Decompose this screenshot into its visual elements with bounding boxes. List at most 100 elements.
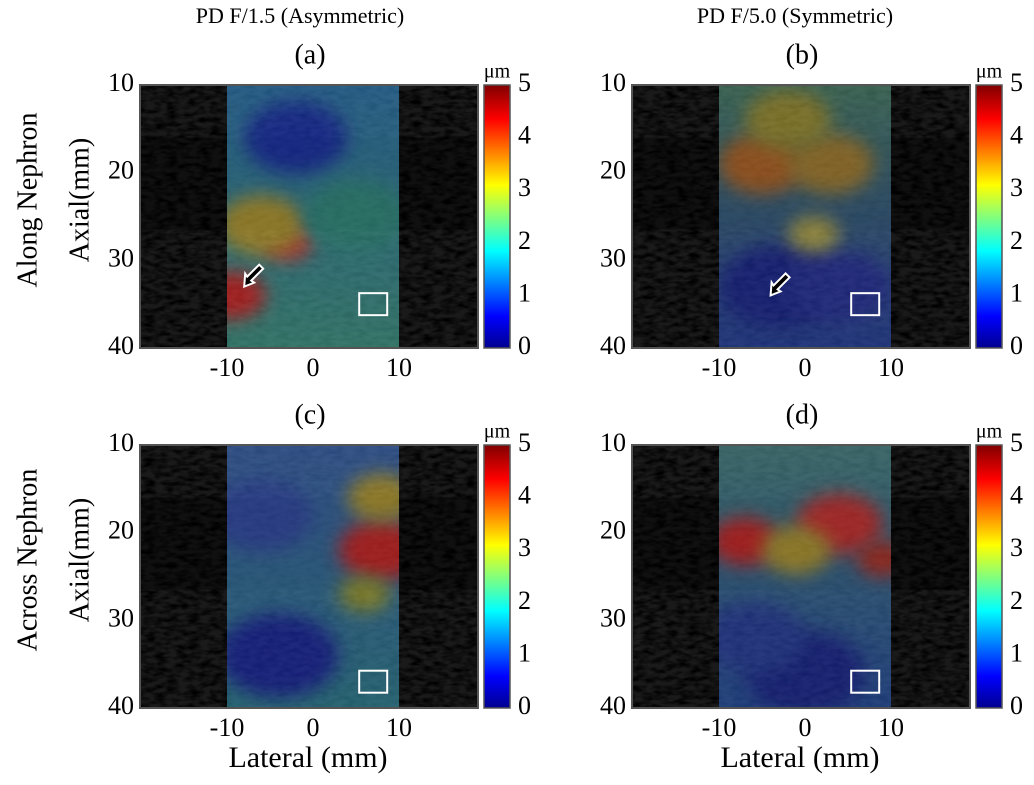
overlay-spot xyxy=(227,195,305,256)
panel: (d) 10 20 30 40 -10 0 10 μm 0 1 2 3 4 5 xyxy=(600,399,1023,742)
roi-box xyxy=(850,669,881,694)
overlay-spot xyxy=(856,540,891,578)
colorbar-tick-label: 3 xyxy=(518,173,531,202)
colorbar-tick-label: 0 xyxy=(1010,691,1023,720)
arrow xyxy=(243,263,265,289)
y-tick-label: 30 xyxy=(108,243,134,272)
overlay-spot xyxy=(787,250,891,323)
colorbar-tick-label: 0 xyxy=(518,691,531,720)
x-tick-label: -10 xyxy=(702,713,737,742)
y-tick-label: 10 xyxy=(600,428,626,457)
colorbar-tick-label: 3 xyxy=(1010,173,1023,202)
panel-label: (b) xyxy=(786,39,819,70)
overlay-spot xyxy=(719,601,805,674)
overlay-spot xyxy=(227,613,339,698)
x-axis-label: Lateral (mm) xyxy=(720,741,879,774)
panel-label: (c) xyxy=(294,399,325,430)
overlay-spot xyxy=(304,180,399,253)
colorbar xyxy=(975,84,1003,349)
y-tick-label: 30 xyxy=(600,243,626,272)
y-tick-label: 10 xyxy=(600,68,626,97)
colorbar-tick-label: 3 xyxy=(1010,533,1023,562)
y-axis-label: Axial(mm) xyxy=(64,138,95,262)
colorbar-unit: μm xyxy=(976,61,1003,83)
ultrasound-image xyxy=(632,445,970,708)
x-tick-label: 0 xyxy=(799,713,812,742)
row-label: Across Nephron xyxy=(12,469,43,652)
displacement-overlay xyxy=(227,85,399,348)
y-tick-label: 40 xyxy=(600,691,626,720)
overlay-spot xyxy=(338,575,391,613)
row-label: Along Nephron xyxy=(12,113,43,288)
column-title: PD F/5.0 (Symmetric) xyxy=(697,3,893,28)
colorbar-unit: μm xyxy=(976,421,1003,443)
x-tick-label: -10 xyxy=(702,353,737,382)
y-tick-label: 20 xyxy=(108,516,134,545)
colorbar-tick-label: 1 xyxy=(1010,638,1023,667)
x-tick-label: 10 xyxy=(386,353,412,382)
y-tick-label: 30 xyxy=(108,603,134,632)
overlay-spot xyxy=(787,133,874,194)
colorbar-tick-label: 3 xyxy=(518,533,531,562)
roi-box xyxy=(358,292,389,317)
ultrasound-image xyxy=(632,85,970,348)
y-tick-label: 20 xyxy=(108,156,134,185)
overlay-spot xyxy=(227,271,266,320)
panel: (a) 10 20 30 40 -10 0 10 μm 0 1 2 3 4 5 xyxy=(108,39,531,382)
y-tick-label: 20 xyxy=(600,516,626,545)
displacement-overlay xyxy=(719,85,891,348)
colorbar-tick-label: 2 xyxy=(1010,586,1023,615)
panel: (b) 10 20 30 40 -10 0 10 μm 0 1 2 3 4 5 xyxy=(600,39,1023,382)
x-tick-label: 0 xyxy=(799,353,812,382)
x-tick-label: -10 xyxy=(210,713,245,742)
overlay-spot xyxy=(338,520,399,581)
displacement-overlay xyxy=(719,445,891,708)
y-tick-label: 30 xyxy=(600,603,626,632)
ultrasound-image xyxy=(140,85,478,348)
colorbar-tick-label: 1 xyxy=(1010,278,1023,307)
overlay-spot xyxy=(347,473,399,522)
colorbar-tick-label: 1 xyxy=(518,278,531,307)
displacement-overlay xyxy=(227,445,399,708)
y-axis-label: Axial(mm) xyxy=(64,498,95,622)
y-tick-label: 10 xyxy=(108,68,134,97)
y-tick-label: 20 xyxy=(600,156,626,185)
panel-label: (a) xyxy=(294,39,325,70)
roi-box xyxy=(850,292,881,317)
arrow xyxy=(769,271,792,297)
colorbar-tick-label: 0 xyxy=(1010,331,1023,360)
colorbar-tick-label: 2 xyxy=(518,586,531,615)
y-tick-label: 10 xyxy=(108,428,134,457)
roi-box xyxy=(358,669,389,694)
colorbar xyxy=(483,84,511,349)
colorbar-tick-label: 5 xyxy=(1010,68,1023,97)
colorbar xyxy=(975,444,1003,709)
overlay-spot xyxy=(227,479,313,552)
y-tick-label: 40 xyxy=(108,691,134,720)
image-frame xyxy=(139,84,479,349)
colorbar-tick-label: 4 xyxy=(1010,121,1023,150)
colorbar-tick-label: 5 xyxy=(518,68,531,97)
overlay-spot xyxy=(787,215,840,253)
colorbar-tick-label: 5 xyxy=(1010,428,1023,457)
column-title: PD F/1.5 (Asymmetric) xyxy=(196,3,404,28)
x-tick-label: 0 xyxy=(307,713,320,742)
colorbar-unit: μm xyxy=(484,61,511,83)
colorbar-tick-label: 0 xyxy=(518,331,531,360)
image-frame xyxy=(631,444,971,709)
ultrasound-image xyxy=(140,445,478,708)
colorbar-tick-label: 2 xyxy=(1010,226,1023,255)
x-tick-label: -10 xyxy=(210,353,245,382)
overlay-spot xyxy=(762,526,831,575)
overlay-spot xyxy=(744,89,831,151)
x-tick-label: 10 xyxy=(878,713,904,742)
colorbar xyxy=(483,444,511,709)
colorbar-tick-label: 4 xyxy=(518,481,531,510)
x-tick-label: 10 xyxy=(878,353,904,382)
x-tick-label: 10 xyxy=(386,713,412,742)
y-tick-label: 40 xyxy=(600,331,626,360)
colorbar-tick-label: 1 xyxy=(518,638,531,667)
image-frame xyxy=(631,84,971,349)
overlay-spot xyxy=(244,101,348,174)
